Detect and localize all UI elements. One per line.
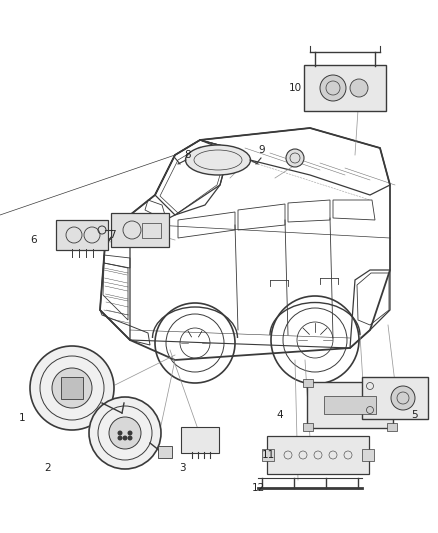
Text: 12: 12 [251,483,265,493]
FancyBboxPatch shape [362,377,428,419]
Text: 6: 6 [31,235,37,245]
Text: 7: 7 [109,230,115,240]
Ellipse shape [186,145,251,175]
Circle shape [127,435,133,440]
Text: 11: 11 [261,450,275,460]
FancyBboxPatch shape [303,423,313,431]
Text: 5: 5 [412,410,418,420]
Text: 4: 4 [277,410,283,420]
FancyBboxPatch shape [158,446,172,458]
FancyBboxPatch shape [307,382,393,428]
Circle shape [117,435,123,440]
Text: 8: 8 [185,150,191,160]
FancyBboxPatch shape [111,213,169,247]
FancyBboxPatch shape [61,377,83,399]
FancyBboxPatch shape [267,436,369,474]
Circle shape [123,435,127,440]
Circle shape [30,346,114,430]
Text: 10: 10 [289,83,301,93]
Circle shape [89,397,161,469]
FancyBboxPatch shape [387,423,397,431]
FancyBboxPatch shape [303,379,313,387]
Circle shape [391,386,415,410]
Circle shape [109,417,141,449]
FancyBboxPatch shape [362,449,374,461]
FancyBboxPatch shape [181,427,219,453]
Circle shape [117,431,123,435]
Text: 3: 3 [179,463,185,473]
Text: 9: 9 [259,145,265,155]
FancyBboxPatch shape [56,220,108,250]
Circle shape [350,79,368,97]
FancyBboxPatch shape [387,379,397,387]
Circle shape [127,431,133,435]
FancyBboxPatch shape [304,65,386,111]
FancyBboxPatch shape [262,449,274,461]
Text: 1: 1 [19,413,25,423]
FancyBboxPatch shape [324,396,376,414]
Circle shape [320,75,346,101]
Text: 2: 2 [45,463,51,473]
Circle shape [52,368,92,408]
Circle shape [286,149,304,167]
